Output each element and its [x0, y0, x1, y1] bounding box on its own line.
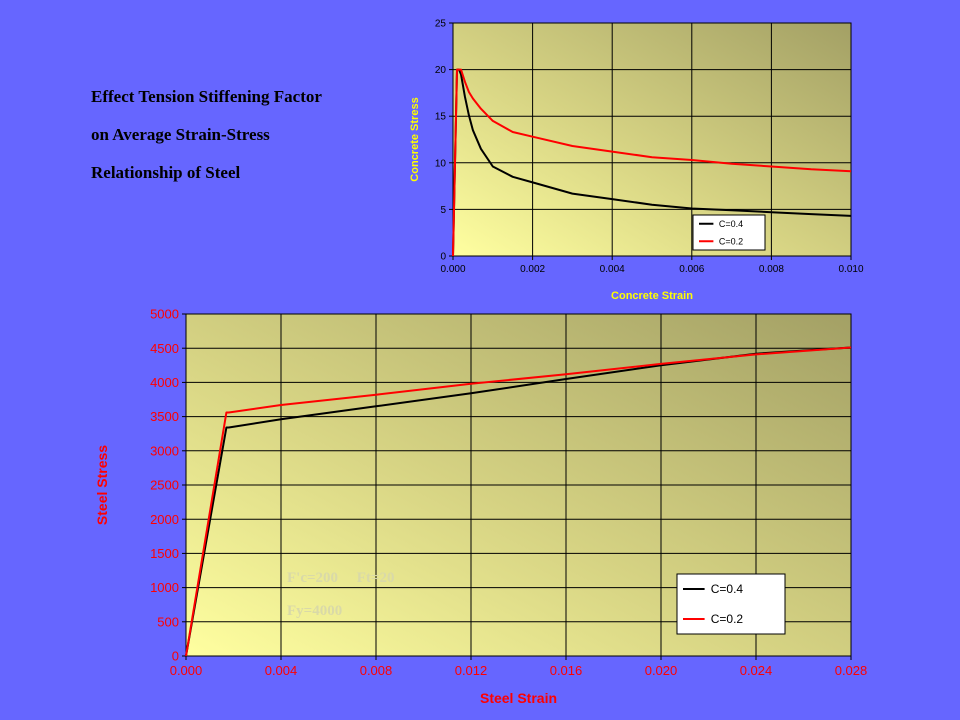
slide-title: Effect Tension Stiffening Factor on Aver… [91, 78, 411, 192]
y-tick-label: 2500 [150, 478, 179, 493]
annotation-line-2: Fy=4000 [287, 603, 342, 619]
series-line-c-0-4 [452, 68, 852, 257]
x-tick-label: 0.000 [440, 264, 465, 275]
y-tick-label: 15 [435, 112, 447, 123]
legend-label: C=0.2 [719, 236, 743, 246]
y-tick-label: 1000 [150, 580, 179, 595]
x-axis-label: Concrete Strain [611, 290, 693, 302]
y-axis-label: Steel Stress [94, 445, 110, 525]
y-tick-label: 0 [440, 252, 446, 263]
y-tick-label: 500 [157, 614, 179, 629]
y-tick-label: 0 [172, 649, 179, 664]
x-tick-label: 0.012 [455, 663, 488, 678]
y-tick-label: 4500 [150, 341, 179, 356]
x-tick-label: 0.004 [265, 663, 298, 678]
legend-label: C=0.4 [719, 219, 743, 229]
y-tick-label: 25 [435, 19, 447, 30]
title-line-2: on Average Strain-Stress [91, 125, 270, 144]
y-tick-label: 3500 [150, 409, 179, 424]
y-tick-label: 5 [440, 205, 446, 216]
x-tick-label: 0.000 [170, 663, 203, 678]
y-tick-label: 5000 [150, 307, 179, 322]
y-tick-label: 2000 [150, 512, 179, 527]
annotation-line-1: F'c=200 Ft=20 [287, 570, 395, 586]
x-tick-label: 0.004 [600, 264, 625, 275]
title-line-3: Relationship of Steel [91, 163, 241, 182]
steel-chart: 0.000 0.004 0.008 0.012 0.016 0.020 0.024 0.028… [94, 307, 867, 706]
y-tick-label: 4000 [150, 375, 179, 390]
x-tick-label: 0.006 [679, 264, 704, 275]
y-tick-label: 1500 [150, 546, 179, 561]
x-tick-label: 0.008 [360, 663, 393, 678]
plot-area [452, 22, 852, 257]
x-tick-label: 0.008 [759, 264, 784, 275]
y-tick-label: 20 [435, 65, 447, 76]
x-axis-label: Steel Strain [480, 690, 557, 706]
series-line-c-0-2 [452, 68, 852, 257]
series-line-c-0-2 [185, 346, 852, 657]
y-tick-label: 3000 [150, 443, 179, 458]
y-axis-label: Concrete Stress [409, 97, 421, 181]
x-tick-label: 0.002 [520, 264, 545, 275]
y-tick-label: 10 [435, 158, 447, 169]
legend-box [692, 214, 766, 251]
x-tick-label: 0.028 [835, 663, 868, 678]
legend-label: C=0.4 [711, 582, 744, 596]
title-line-1: Effect Tension Stiffening Factor [91, 87, 322, 106]
legend-label: C=0.2 [711, 612, 744, 626]
legend-box [676, 573, 786, 635]
x-tick-label: 0.020 [645, 663, 678, 678]
x-tick-label: 0.016 [550, 663, 583, 678]
annotations: F'c=200 Ft=20 Fy=4000 [287, 570, 395, 619]
x-tick-label: 0.024 [740, 663, 773, 678]
concrete-chart: 0.000 0.002 0.004 0.006 0.008 0.010 0 5 10 15 20 25… [409, 19, 864, 303]
x-tick-label: 0.010 [838, 264, 863, 275]
